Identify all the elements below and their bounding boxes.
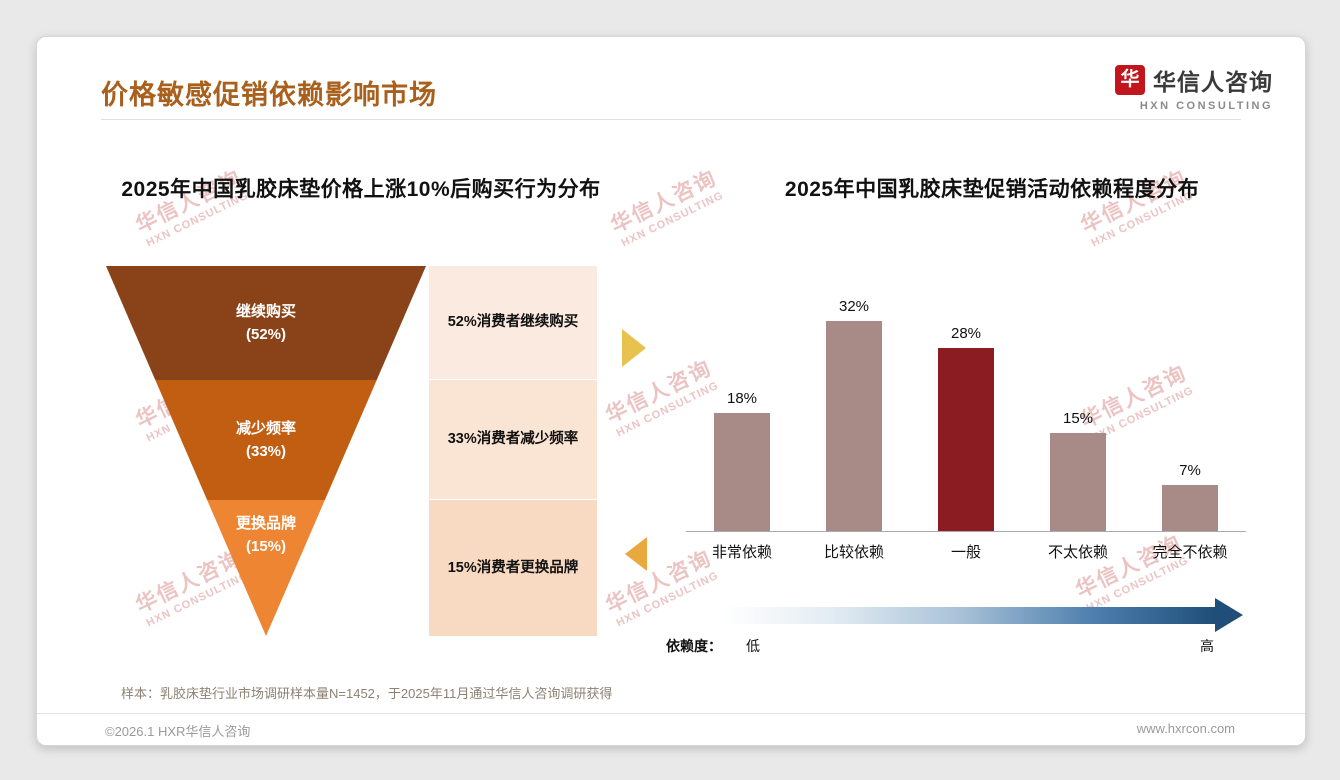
logo-subtitle: HXN CONSULTING: [1139, 100, 1273, 112]
bar-value-label: 18%: [726, 390, 758, 407]
funnel-annotation: 52%消费者继续购买: [429, 266, 597, 379]
bar-group: 32%: [798, 251, 910, 531]
category-label: 不太依赖: [1047, 544, 1108, 561]
category-label: 一般: [950, 544, 981, 561]
arrow-left-icon: [625, 537, 647, 571]
copyright-text: ©2026.1 HXR华信人咨询: [105, 724, 251, 739]
bar-group: 18%: [686, 251, 798, 531]
funnel-segment-pct: (33%): [245, 443, 286, 460]
bar-value-label: 7%: [1179, 462, 1201, 479]
bar: [938, 348, 994, 531]
category-label: 非常依赖: [711, 544, 772, 561]
funnel-segment-pct: (52%): [245, 326, 286, 343]
hxn-logo-icon: 华: [1115, 65, 1145, 95]
title-divider: [101, 119, 1241, 120]
category-axis: 非常依赖 比较依赖 一般 不太依赖 完全不依赖: [686, 541, 1246, 562]
bar: [714, 413, 770, 531]
logo-name: 华信人咨询: [1153, 69, 1273, 95]
funnel-annotation: 33%消费者减少频率: [429, 380, 597, 499]
footer-divider: [37, 713, 1305, 714]
page-title: 价格敏感促销依赖影响市场: [101, 80, 437, 110]
arrow-right-icon: [622, 329, 646, 367]
category-label: 比较依赖: [823, 544, 884, 561]
funnel-segment-pct: (15%): [245, 538, 286, 556]
bar-chart-title: 2025年中国乳胶床垫促销活动依赖程度分布: [784, 178, 1200, 201]
category-label: 完全不依赖: [1152, 544, 1228, 561]
gradient-arrowhead-icon: [1215, 598, 1243, 632]
website-url: www.hxrcon.com: [1136, 721, 1235, 736]
bar-group: 7%: [1134, 251, 1246, 531]
funnel-segment-label: 更换品牌: [235, 515, 296, 532]
bar-value-label: 15%: [1062, 410, 1094, 427]
dependency-legend-label: 依赖度：: [666, 638, 722, 654]
dependency-high-label: 高: [1200, 638, 1214, 654]
bar: [1162, 485, 1218, 531]
bar-group: 15%: [1022, 251, 1134, 531]
bar-chart: 18% 32% 28% 15% 7%: [686, 251, 1246, 531]
funnel-segment-label: 继续购买: [235, 302, 296, 320]
bar-group: 28%: [910, 251, 1022, 531]
slide-card: 价格敏感促销依赖影响市场 华 华信人咨询 HXN CONSULTING 2025…: [36, 36, 1306, 746]
dependency-gradient-bar: [723, 607, 1215, 624]
funnel-chart: 继续购买 (52%) 减少频率 (33%) 更换品牌 (15%): [106, 266, 426, 636]
funnel-chart-title: 2025年中国乳胶床垫价格上涨10%后购买行为分布: [121, 178, 601, 201]
company-logo: 华 华信人咨询 HXN CONSULTING: [1115, 63, 1273, 112]
funnel-segment: 减少频率 (33%): [155, 380, 377, 500]
bar: [826, 321, 882, 531]
bar-value-label: 32%: [838, 298, 870, 315]
bar-value-label: 28%: [950, 325, 982, 342]
bar: [1050, 433, 1106, 531]
x-axis-line: [686, 531, 1246, 532]
funnel-annotation: 15%消费者更换品牌: [429, 500, 597, 636]
funnel-segment-label: 减少频率: [235, 419, 296, 437]
funnel-segment: 继续购买 (52%): [106, 266, 426, 380]
sample-footnote: 样本：乳胶床垫行业市场调研样本量N=1452，于2025年11月通过华信人咨询调…: [121, 686, 613, 701]
slide-content: 价格敏感促销依赖影响市场 华 华信人咨询 HXN CONSULTING 2025…: [37, 37, 1305, 745]
dependency-low-label: 低: [746, 638, 760, 654]
funnel-segment: 更换品牌 (15%): [207, 500, 325, 636]
